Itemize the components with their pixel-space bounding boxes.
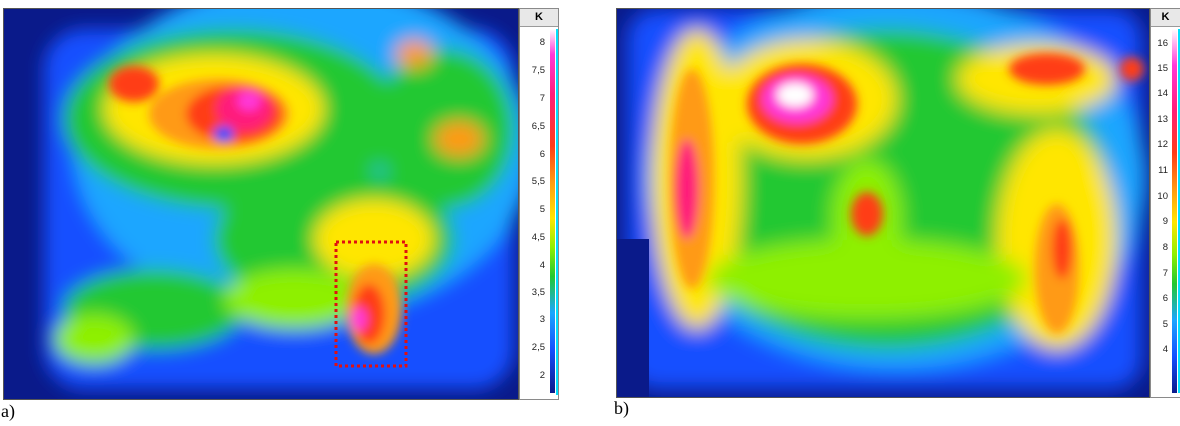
- caption-a: a): [1, 401, 15, 421]
- scale-tick: 5,5: [531, 176, 545, 187]
- scale-tick: 3,5: [531, 287, 545, 298]
- color-gradient-bar: [550, 29, 555, 393]
- scale-tick: 4: [539, 260, 545, 271]
- scale-tick: 6: [1162, 293, 1168, 304]
- scale-edge-line: [556, 29, 558, 395]
- scale-unit-label: K: [1151, 9, 1180, 27]
- scale-tick: 16: [1157, 38, 1168, 49]
- panel-a: K 8 7,5 7 6,5 6 5,5 5 4,5 4 3,5 3 2,5 2 …: [0, 0, 560, 426]
- thermogram-a: [3, 8, 519, 400]
- region-marker-box: [334, 240, 408, 368]
- scale-tick: 3: [539, 314, 545, 325]
- scale-tick: 9: [1162, 216, 1168, 227]
- scale-tick: 5: [539, 204, 545, 215]
- scale-edge-line: [1178, 29, 1180, 393]
- scale-tick: 4,5: [531, 232, 545, 243]
- color-scale-b: K 16 15 14 13 12 11 10 9 8 7 6 5 4: [1150, 8, 1180, 398]
- scale-tick: 7,5: [531, 65, 545, 76]
- thermogram-b: [616, 8, 1150, 398]
- scale-tick: 15: [1157, 63, 1168, 74]
- scale-tick: 12: [1157, 139, 1168, 150]
- scale-tick: 11: [1158, 165, 1168, 176]
- scale-tick: 5: [1162, 319, 1168, 330]
- scale-tick: 8: [1162, 242, 1168, 253]
- color-gradient-bar: [1172, 29, 1177, 393]
- scale-tick: 2,5: [531, 342, 545, 353]
- scale-tick: 7: [1162, 268, 1168, 279]
- scale-tick: 14: [1157, 88, 1168, 99]
- scale-tick: 10: [1157, 191, 1168, 202]
- scale-tick: 8: [539, 37, 545, 48]
- scale-tick: 2: [539, 370, 545, 381]
- scale-unit-label: K: [520, 9, 558, 27]
- scale-tick: 6: [539, 149, 545, 160]
- caption-b: b): [614, 398, 629, 418]
- scale-tick: 4: [1162, 344, 1168, 355]
- color-scale-a: K 8 7,5 7 6,5 6 5,5 5 4,5 4 3,5 3 2,5 2: [519, 8, 559, 400]
- scale-tick: 7: [539, 93, 545, 104]
- scale-tick: 6,5: [531, 121, 545, 132]
- scale-tick: 13: [1157, 114, 1168, 125]
- panel-b: K 16 15 14 13 12 11 10 9 8 7 6 5 4 b): [612, 0, 1180, 426]
